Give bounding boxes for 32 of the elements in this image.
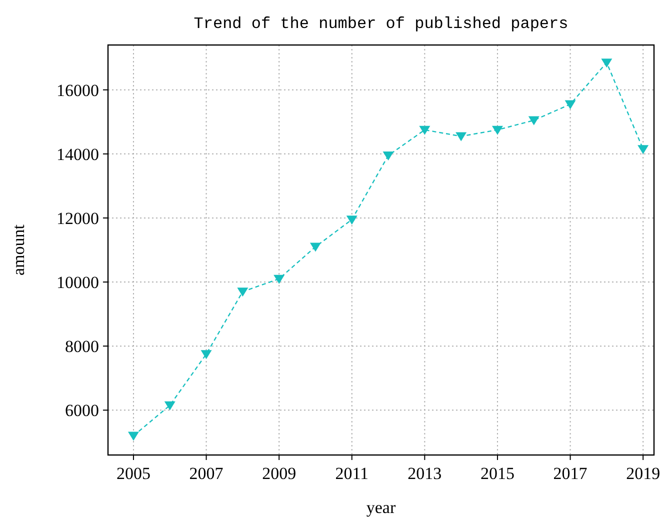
point: [237, 288, 248, 297]
point: [128, 432, 139, 441]
y-tick-label: 16000: [56, 80, 99, 100]
point: [601, 58, 612, 68]
x-tick-label: 2017: [553, 464, 588, 483]
y-axis-title: amount: [9, 224, 28, 276]
x-tick-label: 2005: [116, 464, 150, 483]
x-tick-label: 2007: [189, 464, 224, 483]
chart-title: Trend of the number of published papers: [194, 15, 568, 33]
point: [382, 152, 394, 161]
point: [274, 274, 285, 284]
y-tick-label: 10000: [56, 272, 99, 292]
y-tick-label: 12000: [56, 208, 99, 228]
point: [164, 401, 176, 410]
point: [200, 350, 212, 360]
point: [564, 100, 576, 110]
y-tick-label: 14000: [56, 144, 99, 164]
point: [419, 126, 430, 135]
point: [456, 132, 467, 142]
x-tick-label: 2009: [262, 464, 296, 483]
point: [492, 126, 503, 135]
y-tick-label: 6000: [65, 401, 99, 420]
point: [346, 216, 358, 225]
x-tick-label: 2015: [480, 464, 514, 483]
y-tick-label: 8000: [65, 337, 99, 356]
point: [310, 242, 321, 252]
x-axis-title: year: [366, 498, 396, 517]
x-tick-label: 2019: [626, 464, 660, 483]
point: [528, 116, 540, 126]
x-tick-label: 2011: [335, 464, 369, 483]
point: [638, 145, 649, 154]
x-tick-label: 2013: [408, 464, 442, 483]
